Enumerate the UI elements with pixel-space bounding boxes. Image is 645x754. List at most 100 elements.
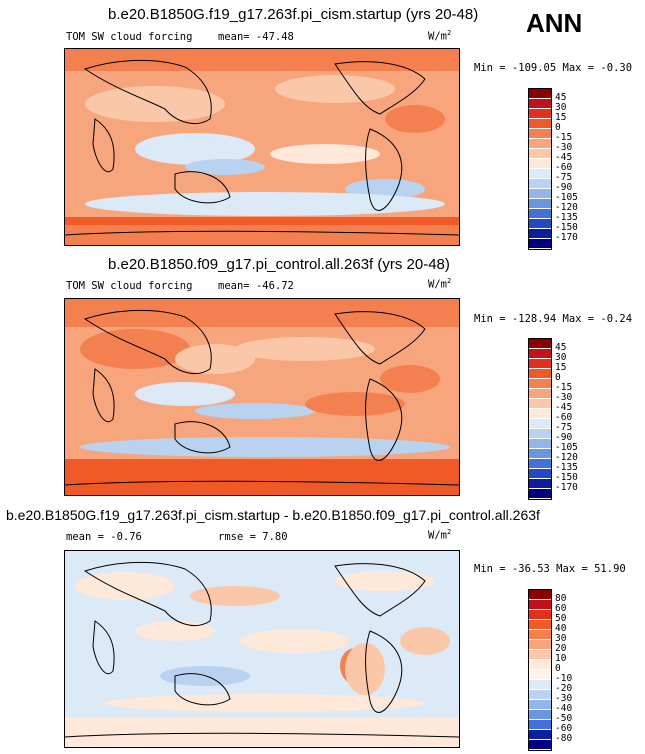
colorbar-level-label: 60 <box>555 603 567 614</box>
colorbar-swatch <box>529 159 551 169</box>
colorbar-swatch <box>529 109 551 119</box>
colorbar-swatch <box>529 139 551 149</box>
colorbar-level-label: -15 <box>555 132 573 143</box>
colorbar-level-label: -150 <box>555 222 578 233</box>
colorbar-swatch <box>529 600 551 610</box>
colorbar-swatch <box>529 449 551 459</box>
colorbar-level-label: 15 <box>555 112 567 123</box>
colorbar-level-label: -120 <box>555 452 578 463</box>
colorbar-level-label: 50 <box>555 613 567 624</box>
panel-3-units: W/m2 <box>428 528 452 542</box>
colorbar-level-label: 30 <box>555 352 567 363</box>
colorbar-level-label: 0 <box>555 122 561 133</box>
colorbar-swatch <box>529 630 551 640</box>
colorbar-swatch <box>529 359 551 369</box>
panel-3-mean: mean = -0.76 <box>66 531 142 543</box>
panel-1-map <box>64 48 460 246</box>
colorbar-swatch <box>529 389 551 399</box>
colorbar-swatch <box>529 640 551 650</box>
colorbar-level-label: -105 <box>555 192 578 203</box>
colorbar-level-label: -60 <box>555 412 573 423</box>
colorbar-level-label: 45 <box>555 342 567 353</box>
colorbar-level-label: -45 <box>555 152 573 163</box>
colorbar-level-label: -75 <box>555 422 573 433</box>
colorbar-swatch <box>529 399 551 409</box>
colorbar-level-label: 30 <box>555 102 567 113</box>
colorbar-level-label: -170 <box>555 232 578 243</box>
colorbar-level-label: -20 <box>555 683 573 694</box>
season-label: ANN <box>526 8 583 38</box>
colorbar-swatch <box>529 129 551 139</box>
colorbar-swatch <box>529 99 551 109</box>
colorbar-swatch <box>529 700 551 710</box>
colorbar-level-label: -60 <box>555 162 573 173</box>
colorbar-level-label: -135 <box>555 212 578 223</box>
panel-1-variable-label: TOM SW cloud forcing <box>66 31 193 43</box>
colorbar-swatch <box>529 179 551 189</box>
colorbar-swatch <box>529 660 551 670</box>
colorbar-level-label: -170 <box>555 482 578 493</box>
colorbar-swatch <box>529 740 551 750</box>
colorbar-level-label: -75 <box>555 172 573 183</box>
panel-3-rmse: rmse = 7.80 <box>218 531 288 543</box>
panel-1-colorbar <box>528 88 552 250</box>
colorbar-swatch <box>529 239 551 249</box>
panel-1-units: W/m2 <box>428 29 452 43</box>
colorbar-level-label: 0 <box>555 663 561 674</box>
colorbar-swatch <box>529 670 551 680</box>
colorbar-level-label: 15 <box>555 362 567 373</box>
colorbar-swatch <box>529 730 551 740</box>
colorbar-level-label: -30 <box>555 693 573 704</box>
panel-1-title: b.e20.B1850G.f19_g17.263f.pi_cism.startu… <box>108 6 479 23</box>
colorbar-swatch <box>529 379 551 389</box>
colorbar-level-label: -15 <box>555 382 573 393</box>
colorbar-swatch <box>529 459 551 469</box>
colorbar-swatch <box>529 369 551 379</box>
colorbar-swatch <box>529 710 551 720</box>
panel-2-title: b.e20.B1850.f09_g17.pi_control.all.263f … <box>108 256 450 273</box>
colorbar-swatch <box>529 229 551 239</box>
colorbar-level-label: 40 <box>555 623 567 634</box>
colorbar-level-label: -30 <box>555 392 573 403</box>
colorbar-level-label: -10 <box>555 673 573 684</box>
panel-3-colorbar-cells <box>529 590 551 750</box>
colorbar-level-label: 0 <box>555 372 561 383</box>
colorbar-level-label: -50 <box>555 713 573 724</box>
panel-3-colorbar <box>528 589 552 751</box>
colorbar-level-label: -90 <box>555 432 573 443</box>
colorbar-swatch <box>529 469 551 479</box>
panel-2-colorbar <box>528 338 552 500</box>
colorbar-level-label: 80 <box>555 593 567 604</box>
colorbar-swatch <box>529 119 551 129</box>
panel-3-title: b.e20.B1850G.f19_g17.263f.pi_cism.startu… <box>6 507 540 523</box>
panel-1-mean: mean= -47.48 <box>218 31 294 43</box>
panel-3-map <box>64 550 460 748</box>
colorbar-level-label: 10 <box>555 653 567 664</box>
colorbar-swatch <box>529 219 551 229</box>
colorbar-level-label: -135 <box>555 462 578 473</box>
colorbar-level-label: -120 <box>555 202 578 213</box>
colorbar-level-label: 45 <box>555 92 567 103</box>
colorbar-swatch <box>529 720 551 730</box>
colorbar-swatch <box>529 149 551 159</box>
panel-1-minmax: Min = -109.05 Max = -0.30 <box>474 62 633 74</box>
colorbar-swatch <box>529 169 551 179</box>
colorbar-level-label: -105 <box>555 442 578 453</box>
colorbar-level-label: -30 <box>555 142 573 153</box>
colorbar-swatch <box>529 439 551 449</box>
colorbar-swatch <box>529 610 551 620</box>
colorbar-swatch <box>529 680 551 690</box>
panel-1-colorbar-cells <box>529 89 551 249</box>
colorbar-swatch <box>529 189 551 199</box>
colorbar-swatch <box>529 409 551 419</box>
colorbar-level-label: -40 <box>555 703 573 714</box>
colorbar-level-label: 20 <box>555 643 567 654</box>
panel-3-minmax: Min = -36.53 Max = 51.90 <box>474 563 626 575</box>
colorbar-swatch <box>529 479 551 489</box>
colorbar-swatch <box>529 419 551 429</box>
colorbar-swatch <box>529 489 551 499</box>
colorbar-swatch <box>529 590 551 600</box>
colorbar-level-label: -90 <box>555 182 573 193</box>
colorbar-level-label: -60 <box>555 723 573 734</box>
panel-2-minmax: Min = -128.94 Max = -0.24 <box>474 313 633 325</box>
